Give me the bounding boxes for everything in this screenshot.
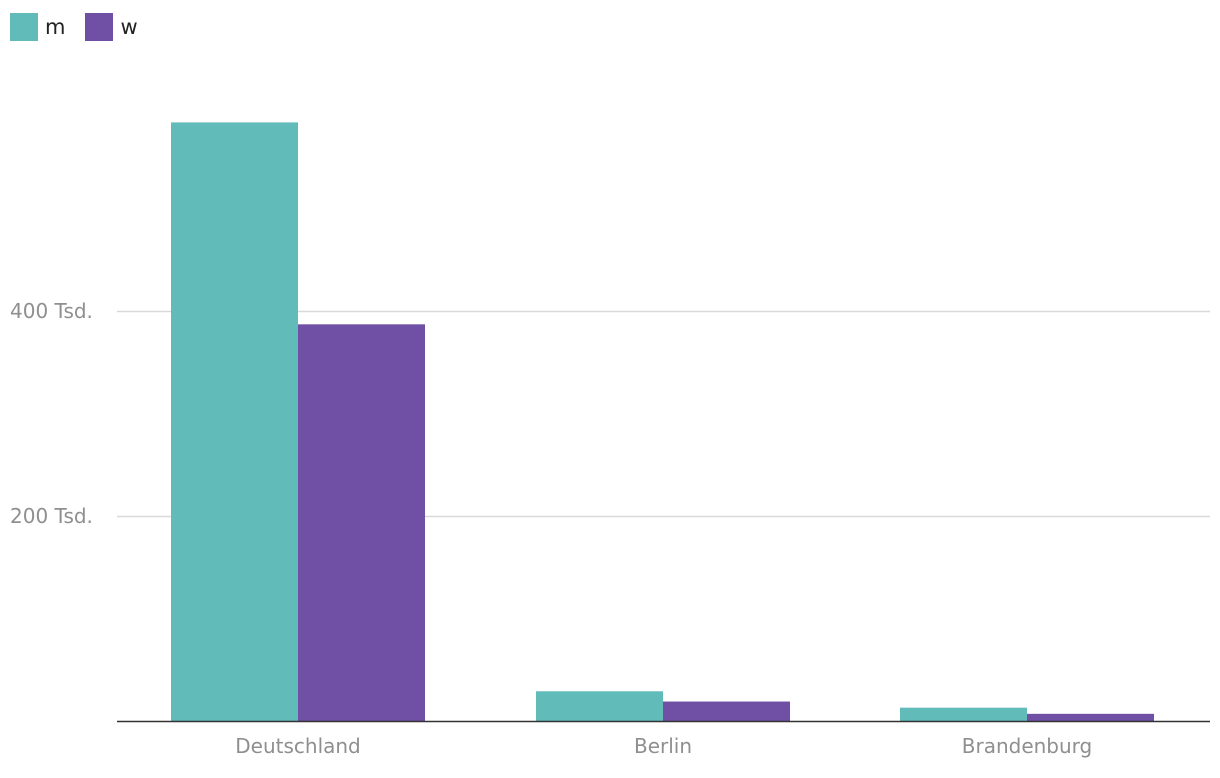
legend-item-w: w: [85, 13, 138, 41]
bar-m-deutschland: [171, 122, 298, 721]
chart-legend: m w: [10, 13, 138, 41]
bars: [171, 122, 1154, 721]
y-tick-label-200: 200 Tsd.: [10, 504, 93, 528]
legend-item-m: m: [10, 13, 65, 41]
legend-label-w: w: [120, 15, 138, 39]
bar-m-brandenburg: [900, 707, 1027, 721]
y-tick-label-400: 400 Tsd.: [10, 299, 93, 323]
legend-swatch-w: [85, 13, 114, 41]
x-tick-label-brandenburg: Brandenburg: [962, 734, 1093, 758]
bar-m-berlin: [536, 691, 663, 721]
y-axis-labels: 200 Tsd. 400 Tsd.: [10, 299, 93, 528]
legend-label-m: m: [45, 15, 66, 39]
x-tick-label-berlin: Berlin: [634, 734, 692, 758]
x-tick-label-deutschland: Deutschland: [235, 734, 361, 758]
x-axis-labels: Deutschland Berlin Brandenburg: [235, 734, 1092, 758]
legend-swatch-m: [10, 13, 38, 41]
bar-w-brandenburg: [1027, 713, 1154, 721]
bar-w-berlin: [663, 701, 790, 721]
bar-w-deutschland: [298, 324, 425, 721]
